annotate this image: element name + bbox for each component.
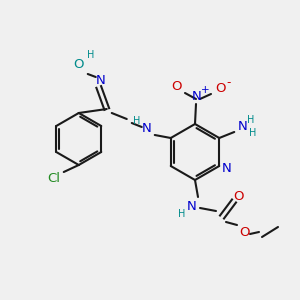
Text: H: H <box>249 128 256 138</box>
Text: O: O <box>239 226 249 238</box>
Text: O: O <box>171 80 181 94</box>
Text: H: H <box>133 116 140 126</box>
Text: N: N <box>221 161 231 175</box>
Text: +: + <box>201 85 209 95</box>
Text: N: N <box>96 74 106 86</box>
Text: H: H <box>247 115 254 125</box>
Text: O: O <box>74 58 84 71</box>
Text: O: O <box>234 190 244 202</box>
Text: N: N <box>192 91 202 103</box>
Text: H: H <box>178 209 186 219</box>
Text: N: N <box>142 122 152 136</box>
Text: H: H <box>87 50 94 60</box>
Text: N: N <box>187 200 197 212</box>
Text: N: N <box>237 121 247 134</box>
Text: O: O <box>215 82 225 95</box>
Text: -: - <box>227 76 231 89</box>
Text: Cl: Cl <box>47 172 60 185</box>
